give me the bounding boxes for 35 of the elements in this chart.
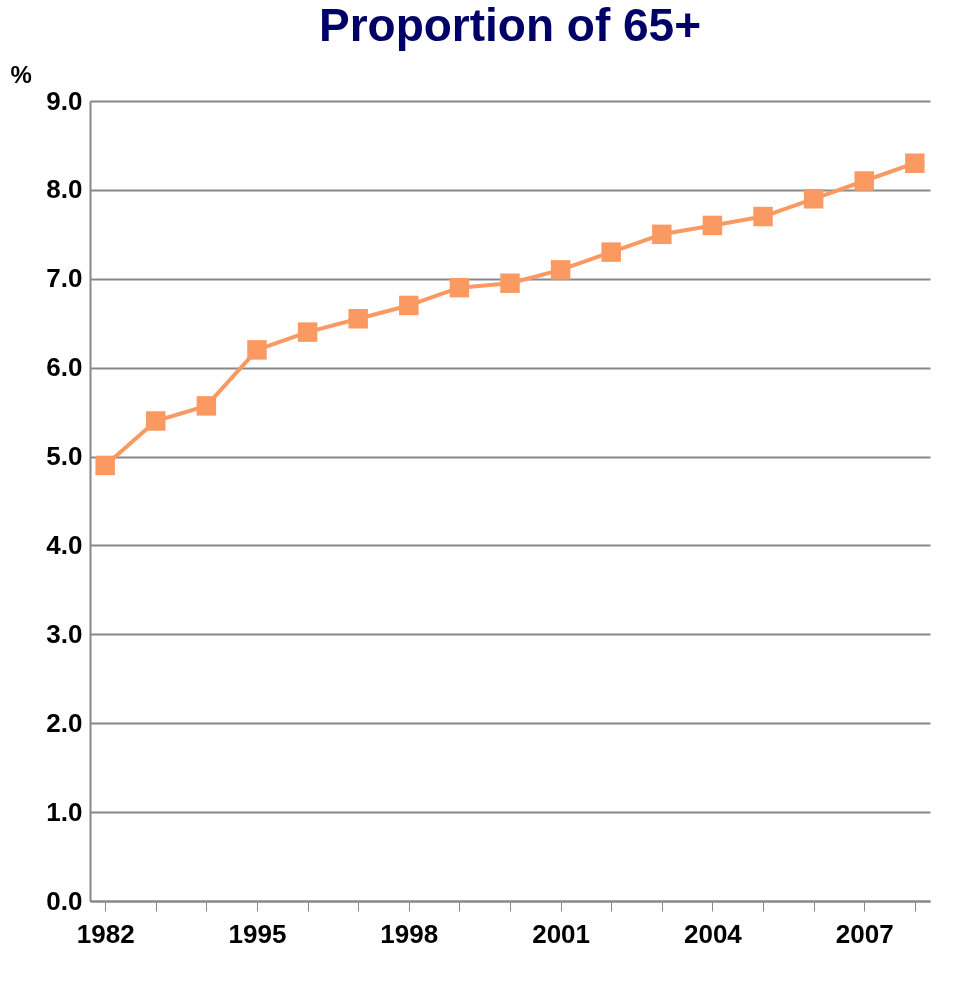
x-tick-label: 1995	[228, 918, 287, 949]
point	[854, 171, 874, 191]
y-tick-label: 4.0	[46, 529, 83, 560]
y-tick-label: 6.0	[46, 352, 83, 383]
y-axis-title: %	[10, 60, 32, 88]
y-tick-label: 1.0	[46, 796, 83, 827]
x-tick-label: 2001	[532, 918, 591, 949]
point	[399, 295, 419, 316]
point	[550, 260, 571, 280]
point	[348, 309, 368, 329]
y-tick-label: 2.0	[46, 707, 83, 738]
y-tick-label: 8.0	[46, 174, 83, 205]
point	[146, 411, 166, 431]
y-tick-label: 3.0	[46, 618, 83, 649]
y-tick-label: 7.0	[46, 263, 83, 294]
x-tick-label: 1982	[76, 918, 135, 949]
point	[905, 153, 925, 173]
x-tick-label: 2007	[835, 918, 894, 949]
point	[247, 340, 267, 360]
chart-title: Proportion of 65+	[318, 0, 702, 51]
y-tick-label: 0.0	[46, 885, 83, 916]
y-tick-label: 5.0	[46, 441, 83, 472]
point	[95, 455, 115, 476]
point	[702, 215, 723, 236]
y-tick-label: 9.0	[46, 85, 83, 116]
point	[803, 189, 824, 209]
point	[196, 396, 217, 416]
point	[601, 242, 621, 262]
x-tick-label: 2004	[683, 918, 743, 949]
point	[753, 206, 773, 227]
point	[449, 277, 470, 298]
point	[652, 224, 672, 245]
point	[297, 322, 318, 342]
x-tick-label: 1998	[380, 918, 439, 949]
point	[500, 273, 520, 293]
